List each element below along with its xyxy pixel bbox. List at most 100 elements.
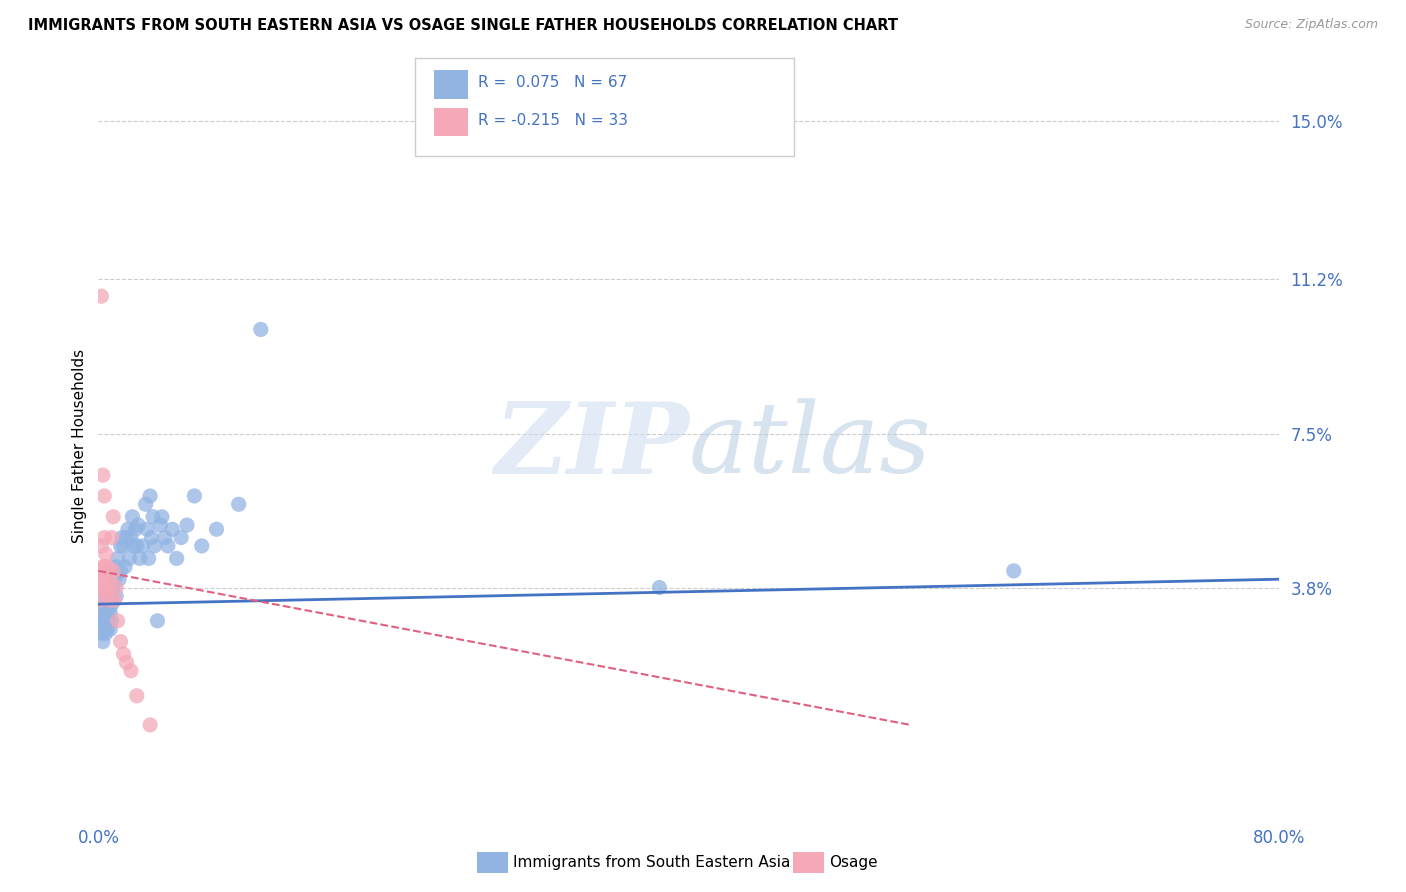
Point	[176, 518, 198, 533]
Point	[115, 531, 138, 545]
Point	[94, 564, 117, 578]
Point	[94, 601, 117, 615]
Point	[91, 572, 114, 586]
Point	[108, 572, 131, 586]
Point	[648, 581, 671, 595]
Point	[90, 601, 112, 615]
Point	[127, 518, 149, 533]
Point	[122, 539, 145, 553]
Point	[128, 551, 150, 566]
Point	[111, 531, 134, 545]
Point	[107, 551, 129, 566]
Point	[89, 564, 111, 578]
Point	[98, 593, 121, 607]
Point	[91, 614, 114, 628]
Point	[170, 531, 193, 545]
Point	[124, 522, 146, 536]
Point	[90, 289, 112, 303]
Point	[100, 531, 122, 545]
Point	[146, 614, 169, 628]
Point	[228, 497, 250, 511]
Point	[117, 522, 139, 536]
Point	[96, 559, 118, 574]
Point	[103, 564, 125, 578]
Point	[89, 581, 111, 595]
Point	[98, 606, 121, 620]
Text: Immigrants from South Eastern Asia: Immigrants from South Eastern Asia	[513, 855, 790, 870]
Point	[97, 581, 120, 595]
Point	[93, 593, 115, 607]
Point	[1002, 564, 1025, 578]
Point	[156, 539, 179, 553]
Point	[96, 622, 118, 636]
Point	[90, 572, 112, 586]
Point	[120, 664, 142, 678]
Point	[91, 559, 114, 574]
Point	[93, 622, 115, 636]
Point	[98, 622, 121, 636]
Point	[125, 539, 148, 553]
Text: R =  0.075   N = 67: R = 0.075 N = 67	[478, 76, 627, 90]
Point	[98, 589, 121, 603]
Point	[100, 614, 122, 628]
Point	[91, 581, 114, 595]
Point	[93, 531, 115, 545]
Point	[96, 609, 118, 624]
Point	[96, 572, 118, 586]
Point	[105, 581, 128, 595]
Point	[94, 547, 117, 561]
Point	[91, 564, 114, 578]
Point	[97, 601, 120, 615]
Point	[191, 539, 214, 553]
Point	[110, 634, 132, 648]
Point	[139, 489, 162, 503]
Point	[114, 559, 136, 574]
Point	[107, 614, 129, 628]
Point	[97, 614, 120, 628]
Text: R = -0.215   N = 33: R = -0.215 N = 33	[478, 113, 628, 128]
Point	[103, 581, 125, 595]
Text: Osage: Osage	[830, 855, 879, 870]
Point	[104, 593, 127, 607]
Point	[94, 581, 117, 595]
Point	[250, 322, 273, 336]
Point	[90, 626, 112, 640]
Point	[118, 551, 141, 566]
Point	[104, 572, 127, 586]
Point	[90, 593, 112, 607]
Point	[141, 531, 163, 545]
Point	[143, 539, 166, 553]
Point	[97, 564, 120, 578]
Point	[162, 522, 183, 536]
Point	[135, 497, 157, 511]
Text: Source: ZipAtlas.com: Source: ZipAtlas.com	[1244, 18, 1378, 31]
Point	[103, 509, 125, 524]
Point	[91, 468, 114, 483]
Point	[110, 564, 132, 578]
Point	[142, 509, 165, 524]
Point	[125, 689, 148, 703]
Point	[138, 551, 160, 566]
Point	[115, 656, 138, 670]
Point	[136, 522, 159, 536]
Point	[112, 539, 135, 553]
Point	[91, 606, 114, 620]
Text: IMMIGRANTS FROM SOUTH EASTERN ASIA VS OSAGE SINGLE FATHER HOUSEHOLDS CORRELATION: IMMIGRANTS FROM SOUTH EASTERN ASIA VS OS…	[28, 18, 898, 33]
Text: atlas: atlas	[689, 399, 932, 493]
Point	[183, 489, 205, 503]
Y-axis label: Single Father Households: Single Father Households	[72, 349, 87, 543]
Point	[112, 647, 135, 661]
Point	[93, 584, 115, 599]
Point	[105, 589, 128, 603]
Point	[153, 531, 176, 545]
Point	[150, 509, 173, 524]
Point	[149, 518, 172, 533]
Text: ZIP: ZIP	[494, 398, 689, 494]
Point	[94, 614, 117, 628]
Point	[100, 597, 122, 611]
Point	[91, 634, 114, 648]
Point	[166, 551, 188, 566]
Point	[96, 593, 118, 607]
Point	[93, 559, 115, 574]
Point	[90, 539, 112, 553]
